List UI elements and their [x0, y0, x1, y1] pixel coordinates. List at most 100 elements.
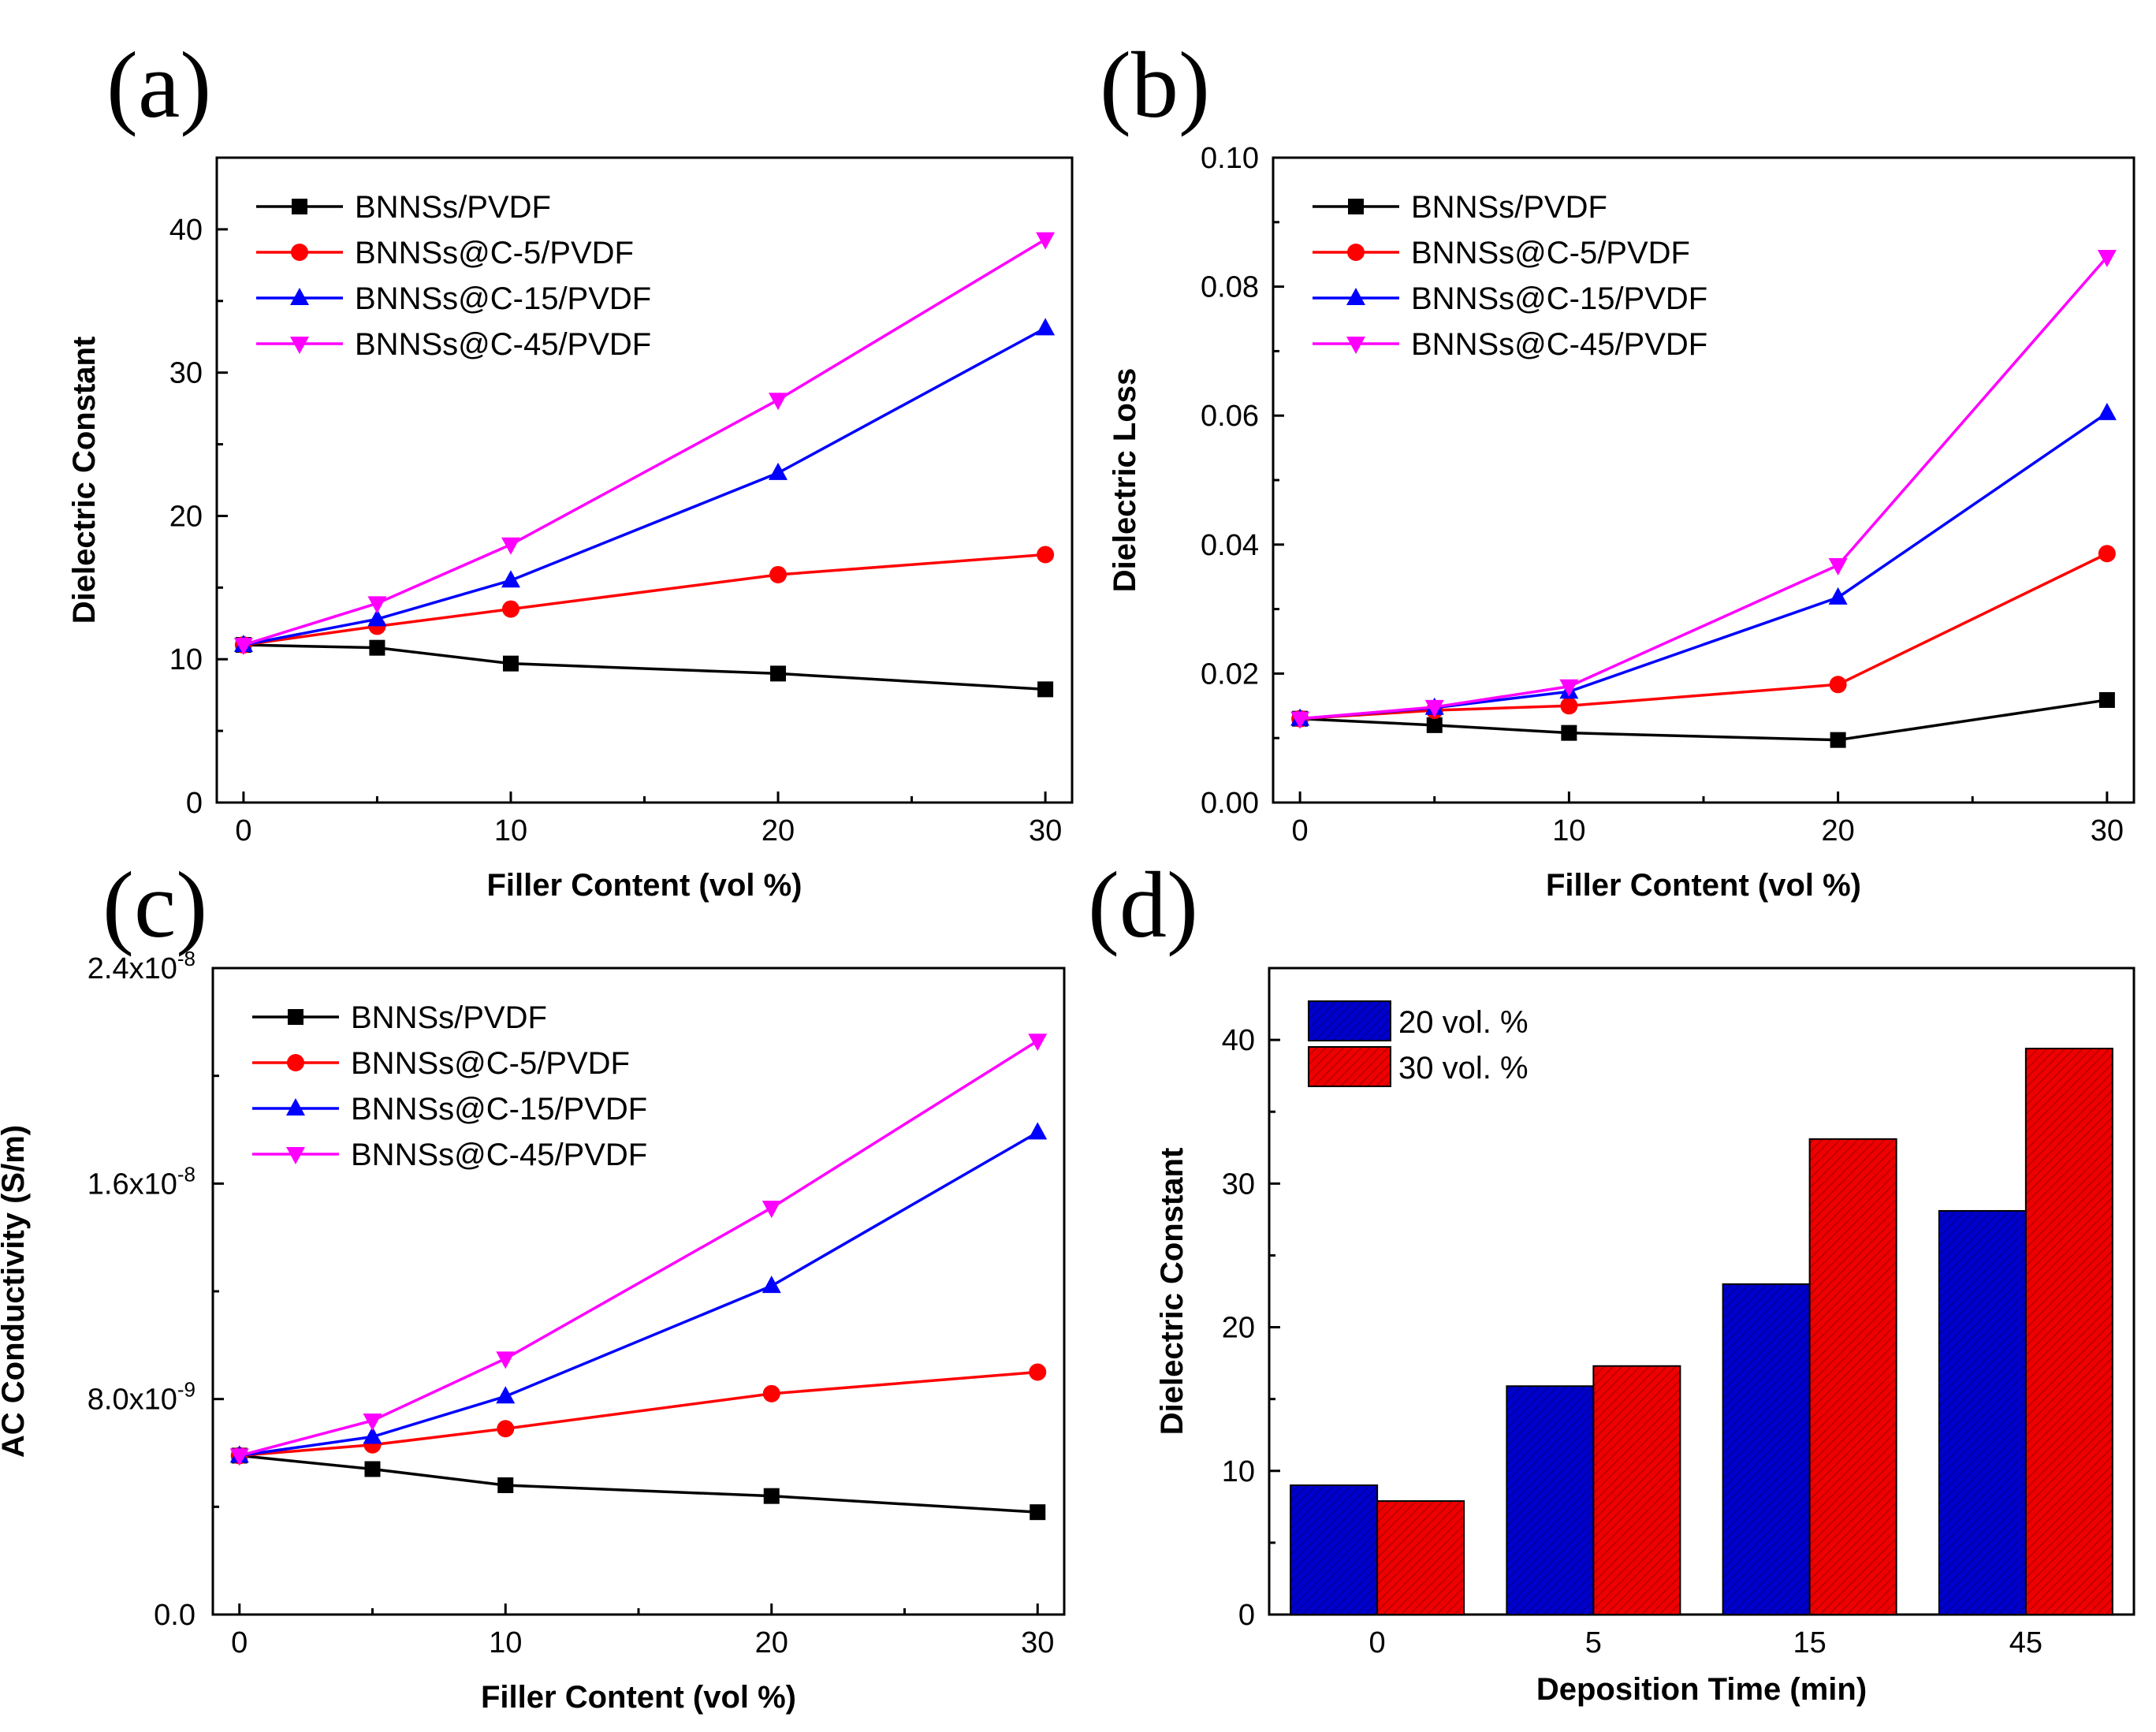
y-tick-label: 30: [169, 357, 203, 390]
y-tick-label: 30: [1222, 1168, 1255, 1201]
series-bnnss-c-5-pvdf: [230, 1363, 1047, 1465]
x-tick-label: 0: [231, 1626, 248, 1659]
x-tick-label: 30: [1029, 814, 1062, 847]
x-axis-label: Filler Content (vol %): [487, 868, 802, 903]
series-bnnss-c-15-pvdf: [229, 1122, 1048, 1463]
plot-frame: [211, 967, 1066, 1616]
data-point: [496, 1351, 516, 1369]
series-line-bnnss-pvdf: [243, 643, 1046, 691]
y-tick-label: 10: [1222, 1455, 1255, 1488]
data-point: [1030, 1504, 1046, 1521]
data-point: [1028, 1034, 1048, 1052]
panel-c-ac-conductivity: 0.0 8.0x10-9 1.6x10-8 2.4x10-8 AC Conductivi…: [0, 947, 1066, 1715]
data-point: [1037, 546, 1055, 564]
data-point: [2097, 402, 2117, 420]
y-tick-label: 1.6x10-8: [88, 1162, 195, 1201]
legend-marker: [290, 337, 309, 354]
data-point: [1290, 711, 1310, 729]
y-tick-label: 0.10: [1201, 142, 1259, 175]
legend-label: BNNSs@C-45/PVDF: [355, 327, 651, 362]
data-point: [761, 1201, 781, 1219]
data-point: [363, 1426, 382, 1444]
series-line-bnnss-pvdf: [239, 1454, 1038, 1514]
legend-label: BNNSs@C-15/PVDF: [1411, 281, 1707, 316]
data-point: [2098, 691, 2115, 708]
data-point: [770, 665, 787, 682]
panel-label-c: (c): [102, 852, 207, 957]
bar-30-vol-15: [1808, 1138, 1897, 1616]
series-line-bnnss-c-15-pvdf: [239, 1130, 1039, 1458]
panel-a-dielectric-constant: 0 10 20 30 40 Dielectric Constant 0 10 20 30 Fille…: [67, 156, 1074, 903]
legend-marker: [1346, 337, 1365, 354]
x-tick-label: 20: [1821, 814, 1854, 847]
data-point: [496, 1386, 516, 1404]
data-point: [1560, 697, 1578, 715]
data-point: [502, 655, 519, 672]
data-point: [367, 609, 387, 627]
y-axis-label: Dielectric Constant: [67, 337, 102, 624]
x-tick-label: 45: [2009, 1626, 2042, 1659]
data-point: [497, 1477, 514, 1493]
series-line-bnnss-pvdf: [1300, 698, 2108, 742]
y-tick-label: 0.06: [1201, 400, 1259, 433]
y-tick-label: 40: [1222, 1024, 1255, 1057]
legend-label: BNNSs@C-15/PVDF: [351, 1092, 647, 1127]
data-point: [367, 596, 387, 614]
series-bnnss-c-15-pvdf: [1290, 402, 2117, 726]
y-tick-label: 10: [169, 643, 203, 676]
data-point: [233, 638, 253, 656]
x-tick-label: 15: [1793, 1626, 1826, 1659]
legend-label: 20 vol. %: [1398, 1005, 1529, 1040]
data-point: [497, 1420, 515, 1438]
y-tick-label: 20: [169, 500, 203, 533]
data-point: [769, 462, 788, 480]
legend: BNNSs/PVDF BNNSs@C-5/PVDF BNNSs@C-15/PVDF B…: [252, 1000, 647, 1172]
data-point: [369, 639, 385, 656]
y-tick-label: 0.00: [1201, 787, 1259, 820]
series-bnnss-c-45-pvdf: [1290, 249, 2117, 729]
series-bnnss-pvdf: [231, 1447, 1046, 1521]
data-point: [769, 393, 788, 411]
legend-label: BNNSs@C-15/PVDF: [355, 281, 651, 316]
panel-label-b: (b): [1100, 32, 1210, 137]
series-bnnss-pvdf: [1292, 691, 2115, 748]
data-point: [763, 1488, 780, 1504]
y-axis-label: Dielectric Loss: [1108, 368, 1142, 593]
x-tick-label: 5: [1585, 1626, 1602, 1659]
y-tick-label: 20: [1222, 1312, 1255, 1345]
x-axis-label: Deposition Time (min): [1536, 1672, 1867, 1707]
series-bnnss-c-5-pvdf: [234, 546, 1055, 654]
data-point: [364, 1461, 381, 1477]
legend-marker: [290, 288, 309, 305]
x-tick-label: 20: [755, 1626, 788, 1659]
y-axis-label: AC Conductivity (S/m): [0, 1125, 31, 1458]
data-point: [1036, 318, 1056, 336]
legend-label: BNNSs@C-5/PVDF: [355, 236, 634, 270]
legend-marker: [1348, 199, 1364, 214]
legend-label: BNNSs/PVDF: [351, 1000, 547, 1035]
panel-label-a: (a): [106, 32, 211, 137]
data-point: [229, 1448, 249, 1466]
legend: BNNSs/PVDF BNNSs@C-5/PVDF BNNSs@C-15/PVDF B…: [256, 190, 651, 362]
legend-label: 30 vol. %: [1398, 1051, 1529, 1086]
plot-frame: [215, 156, 1074, 804]
x-tick-label: 30: [1021, 1626, 1054, 1659]
series-line-bnnss-c-15-pvdf: [1299, 412, 2108, 721]
y-tick-label: 0.0: [154, 1599, 195, 1632]
x-tick-label: 10: [1552, 814, 1585, 847]
series-line-bnnss-c-5-pvdf: [243, 553, 1046, 646]
series-bnnss-pvdf: [235, 637, 1054, 698]
y-tick-label: 2.4x10-8: [88, 947, 195, 985]
data-point: [1029, 1363, 1047, 1381]
bar-30-vol-5: [1592, 1365, 1681, 1616]
data-point: [1829, 676, 1847, 694]
legend-swatch: [1308, 1046, 1391, 1087]
data-point: [501, 570, 520, 588]
series-bnnss-c-45-pvdf: [229, 1034, 1048, 1466]
data-point: [1424, 699, 1444, 717]
bar-20-vol-45: [1938, 1209, 2027, 1615]
data-point: [769, 565, 788, 583]
bar-20-vol-0: [1290, 1484, 1379, 1615]
legend-label: BNNSs@C-45/PVDF: [1411, 327, 1707, 362]
